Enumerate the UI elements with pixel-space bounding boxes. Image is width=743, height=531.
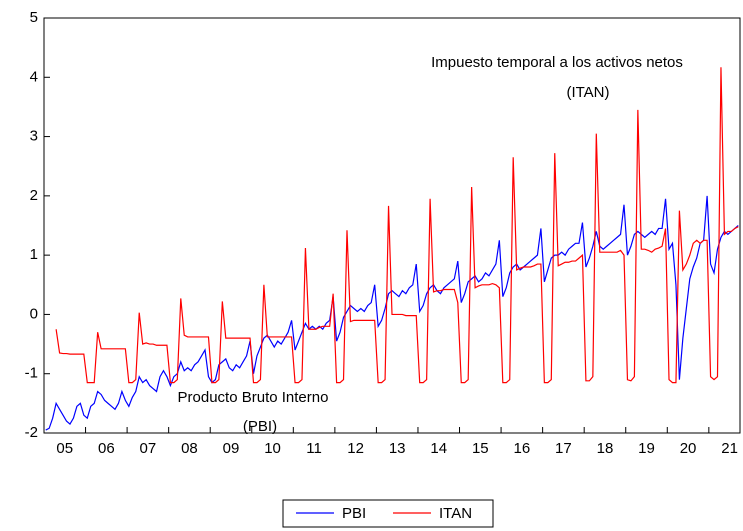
series-line bbox=[45, 195, 739, 431]
x-tick-label: 05 bbox=[56, 440, 73, 457]
annotation: (ITAN) bbox=[566, 84, 609, 101]
x-tick-label: 17 bbox=[555, 440, 572, 457]
y-tick-label: -1 bbox=[25, 365, 38, 382]
x-tick-label: 13 bbox=[389, 440, 406, 457]
x-tick-label: 18 bbox=[597, 440, 614, 457]
x-tick-label: 07 bbox=[140, 440, 157, 457]
y-tick-label: 3 bbox=[30, 128, 38, 145]
series-line bbox=[55, 67, 739, 384]
plot-frame bbox=[43, 17, 741, 434]
x-tick-label: 12 bbox=[347, 440, 364, 457]
annotation: (PBI) bbox=[243, 418, 277, 435]
x-tick-label: 19 bbox=[638, 440, 655, 457]
y-tick-label: 0 bbox=[30, 305, 38, 322]
y-tick-label: -2 bbox=[25, 424, 38, 441]
x-tick-label: 11 bbox=[306, 440, 322, 457]
annotation: Producto Bruto Interno bbox=[178, 389, 329, 406]
y-tick-label: 5 bbox=[30, 9, 38, 26]
x-tick-label: 06 bbox=[98, 440, 115, 457]
x-tick-label: 21 bbox=[721, 440, 738, 457]
y-tick-label: 1 bbox=[30, 246, 38, 263]
x-tick-label: 16 bbox=[514, 440, 531, 457]
annotation: Impuesto temporal a los activos netos bbox=[431, 54, 683, 71]
legend-label: ITAN bbox=[439, 505, 472, 522]
y-tick-label: 2 bbox=[30, 187, 38, 204]
legend-label: PBI bbox=[342, 505, 366, 522]
x-tick-label: 14 bbox=[430, 440, 447, 457]
y-tick-label: 4 bbox=[30, 68, 38, 85]
x-tick-label: 09 bbox=[223, 440, 240, 457]
x-tick-label: 15 bbox=[472, 440, 489, 457]
x-tick-label: 10 bbox=[264, 440, 281, 457]
x-tick-label: 08 bbox=[181, 440, 198, 457]
x-tick-label: 20 bbox=[680, 440, 697, 457]
